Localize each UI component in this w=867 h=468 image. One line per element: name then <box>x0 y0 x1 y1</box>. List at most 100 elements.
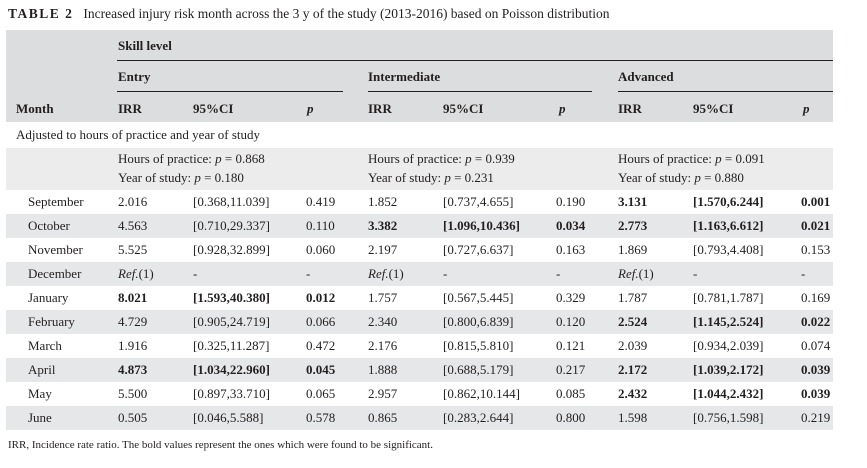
value-cell: [0.046,5.588] <box>193 410 264 425</box>
value-cell: [0.905,24.719] <box>193 314 270 329</box>
value-cell: [0.756,1.598] <box>693 410 764 425</box>
value-cell: 8.021 <box>118 290 148 305</box>
value-cell: 0.085 <box>556 386 586 401</box>
month-header: Month <box>16 101 54 116</box>
value-cell: Ref.(1) <box>368 266 404 281</box>
value-cell: 1.916 <box>118 338 148 353</box>
value-cell: - <box>443 266 448 281</box>
intermediate-year: Year of study: p = 0.231 <box>368 170 494 185</box>
value-cell: [0.897,33.710] <box>193 386 270 401</box>
month-cell: February <box>28 314 75 329</box>
table-row: March 1.916 [0.325,11.287] 0.472 2.176 [0.815… <box>6 334 833 358</box>
value-cell: Ref.(1) <box>618 266 654 281</box>
value-cell: 0.329 <box>556 290 586 305</box>
value-cell: 0.060 <box>306 242 336 257</box>
value-cell: Ref.(1) <box>118 266 154 281</box>
advanced-irr-header: IRR <box>618 101 642 116</box>
value-cell: [0.815,5.810] <box>443 338 514 353</box>
value-cell: 2.016 <box>118 194 148 209</box>
entry-p-header: p <box>307 101 314 116</box>
value-cell: [0.928,32.899] <box>193 242 270 257</box>
value-cell: [0.283,2.644] <box>443 410 514 425</box>
value-cell: [1.593,40.380] <box>193 290 270 305</box>
value-cell: [0.800,6.839] <box>443 314 514 329</box>
intermediate-p-header: p <box>559 101 566 116</box>
table-title: Increased injury risk month across the 3… <box>83 6 610 21</box>
value-cell: 2.039 <box>618 338 648 353</box>
value-cell: 0.800 <box>556 410 586 425</box>
month-cell: April <box>28 362 56 377</box>
advanced-p-header: p <box>803 101 810 116</box>
value-cell: 2.957 <box>368 386 398 401</box>
value-cell: 1.757 <box>368 290 398 305</box>
value-cell: 2.197 <box>368 242 398 257</box>
value-cell: [0.727,6.637] <box>443 242 514 257</box>
value-cell: [1.039,2.172] <box>693 362 764 377</box>
value-cell: 0.153 <box>801 242 831 257</box>
value-cell: 0.021 <box>801 218 831 233</box>
value-cell: [0.368,11.039] <box>193 194 270 209</box>
value-cell: [0.688,5.179] <box>443 362 514 377</box>
advanced-year: Year of study: p = 0.880 <box>618 170 744 185</box>
value-cell: - <box>556 266 561 281</box>
advanced-hours: Hours of practice: p = 0.091 <box>618 151 765 166</box>
value-cell: - <box>306 266 311 281</box>
value-cell: 0.865 <box>368 410 398 425</box>
entry-year: Year of study: p = 0.180 <box>118 170 244 185</box>
month-cell: January <box>28 290 69 305</box>
value-cell: 0.022 <box>801 314 831 329</box>
value-cell: [1.034,22.960] <box>193 362 270 377</box>
group-intermediate: Intermediate <box>368 69 441 84</box>
value-cell: 0.169 <box>801 290 831 305</box>
value-cell: [0.862,10.144] <box>443 386 520 401</box>
value-cell: 0.001 <box>801 194 831 209</box>
value-cell: 1.852 <box>368 194 398 209</box>
value-cell: - <box>693 266 698 281</box>
value-cell: [0.567,5.445] <box>443 290 514 305</box>
table-row: June 0.505 [0.046,5.588] 0.578 0.865 [0.283,2… <box>6 406 833 430</box>
value-cell: 2.340 <box>368 314 398 329</box>
table-row: October 4.563 [0.710,29.337] 0.110 3.382 [1.0… <box>6 214 833 238</box>
value-cell: 0.039 <box>801 386 831 401</box>
month-cell: October <box>28 218 70 233</box>
value-cell: 2.524 <box>618 314 648 329</box>
value-cell: 0.039 <box>801 362 831 377</box>
skill-level-header: Skill level <box>118 38 172 53</box>
value-cell: 5.500 <box>118 386 148 401</box>
footnote: IRR, Incidence rate ratio. The bold valu… <box>8 439 433 451</box>
value-cell: [0.934,2.039] <box>693 338 764 353</box>
table-row: May 5.500 [0.897,33.710] 0.065 2.957 [0.862,1… <box>6 382 833 406</box>
value-cell: 4.563 <box>118 218 148 233</box>
value-cell: [0.710,29.337] <box>193 218 270 233</box>
table-header: Skill level Entry Intermediate Advanced … <box>6 30 833 122</box>
value-cell: 0.121 <box>556 338 586 353</box>
table-row: February 4.729 [0.905,24.719] 0.066 2.340 [0.… <box>6 310 833 334</box>
value-cell: 4.729 <box>118 314 148 329</box>
covariates-block: Hours of practice: p = 0.868 Year of stu… <box>6 148 833 190</box>
value-cell: 4.873 <box>118 362 148 377</box>
value-cell: 0.045 <box>306 362 336 377</box>
entry-hours: Hours of practice: p = 0.868 <box>118 151 265 166</box>
value-cell: [1.570,6.244] <box>693 194 764 209</box>
value-cell: 1.869 <box>618 242 648 257</box>
table-row: January 8.021 [1.593,40.380] 0.012 1.757 [0.5… <box>6 286 833 310</box>
value-cell: 0.419 <box>306 194 336 209</box>
value-cell: 0.190 <box>556 194 586 209</box>
value-cell: 0.065 <box>306 386 336 401</box>
value-cell: [1.145,2.524] <box>693 314 764 329</box>
month-cell: March <box>28 338 62 353</box>
value-cell: [1.096,10.436] <box>443 218 520 233</box>
value-cell: 0.578 <box>306 410 336 425</box>
value-cell: 0.066 <box>306 314 336 329</box>
table-label: TABLE 2 <box>8 6 74 21</box>
value-cell: 0.012 <box>306 290 336 305</box>
intermediate-ci-header: 95%CI <box>443 101 484 116</box>
value-cell: 1.598 <box>618 410 648 425</box>
value-cell: 0.034 <box>556 218 586 233</box>
intermediate-irr-header: IRR <box>368 101 392 116</box>
value-cell: 3.131 <box>618 194 648 209</box>
value-cell: [0.737,4.655] <box>443 194 514 209</box>
value-cell: 0.074 <box>801 338 831 353</box>
table-row: November 5.525 [0.928,32.899] 0.060 2.197 [0.… <box>6 238 833 262</box>
month-cell: November <box>28 242 83 257</box>
